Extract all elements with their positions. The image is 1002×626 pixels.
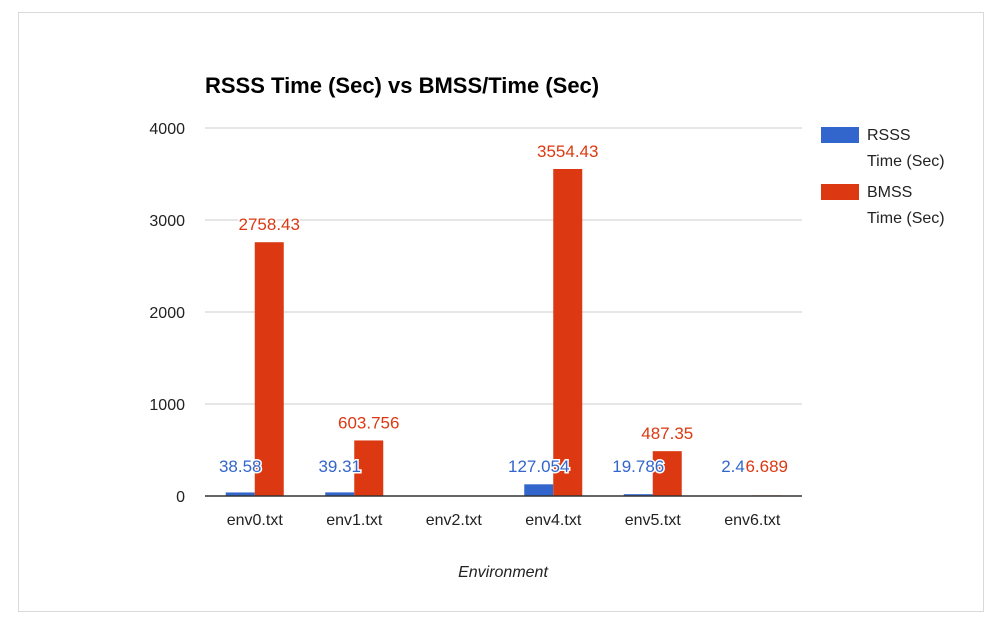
data-label: 3554.43 — [537, 142, 598, 161]
gridlines — [205, 127, 802, 405]
data-label: 487.35 — [641, 424, 693, 443]
bar-bmss-env1-txt — [354, 440, 384, 496]
data-label: 19.786 — [612, 457, 664, 476]
x-axis-title: Environment — [458, 564, 548, 581]
y-tick-label: 1000 — [149, 397, 185, 414]
data-label: 2758.43 — [239, 215, 300, 234]
bar-bmss-env0-txt — [254, 242, 284, 496]
x-axis-ticks: env0.txt env1.txt env2.txt env4.txt env5.txt… — [227, 512, 781, 529]
data-label: 2.46 — [721, 457, 754, 476]
bar-bmss-env4-txt — [553, 168, 583, 497]
chart-title: RSSS Time (Sec) vs BMSS/Time (Sec) — [205, 73, 599, 98]
y-tick-label: 2000 — [149, 305, 185, 322]
data-label: 39.31 — [318, 457, 361, 476]
data-label: 603.756 — [338, 413, 399, 432]
y-tick-label: 0 — [176, 489, 185, 506]
legend-label: Time (Sec) — [867, 210, 945, 227]
x-tick-label: env5.txt — [625, 512, 682, 529]
x-tick-label: env6.txt — [724, 512, 781, 529]
x-tick-label: env4.txt — [525, 512, 582, 529]
bar-rsss-env4-txt — [524, 484, 554, 496]
legend-swatch — [821, 127, 859, 143]
data-label: 38.58 — [219, 457, 262, 476]
x-tick-label: env0.txt — [227, 512, 284, 529]
legend-label: RSSS — [867, 127, 911, 144]
bar-rsss-env1-txt — [325, 492, 355, 496]
legend-label: Time (Sec) — [867, 153, 945, 170]
data-label: 6.689 — [745, 457, 788, 476]
bar-bmss-env5-txt — [652, 451, 682, 496]
y-tick-label: 3000 — [149, 213, 185, 230]
data-labels: 38.58 2758.43 39.31 603.756 127.054 3554.43 19… — [217, 140, 789, 477]
x-tick-label: env1.txt — [326, 512, 383, 529]
bars — [205, 168, 802, 497]
legend-swatch — [821, 184, 859, 200]
bar-rsss-env5-txt — [623, 494, 653, 496]
y-axis-ticks: 0 1000 2000 3000 4000 — [149, 121, 185, 506]
legend: RSSS Time (Sec) BMSS Time (Sec) — [821, 127, 945, 227]
data-label: 127.054 — [508, 457, 569, 476]
legend-label: BMSS — [867, 184, 912, 201]
y-tick-label: 4000 — [149, 121, 185, 138]
bar-rsss-env0-txt — [225, 492, 255, 496]
x-tick-label: env2.txt — [426, 512, 483, 529]
